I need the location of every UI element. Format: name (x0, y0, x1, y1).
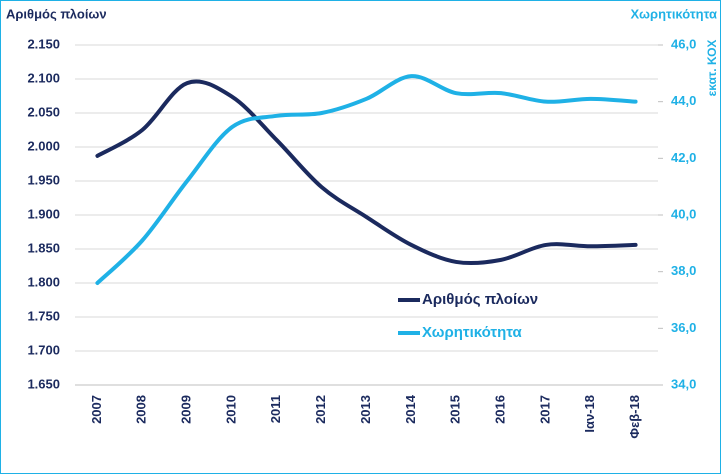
y2-unit: εκατ. ΚΟΧ (705, 40, 719, 97)
y-tick-label: 2.100 (27, 70, 60, 85)
y2-tick-label: 36,0 (671, 320, 696, 335)
legend-label: Χωρητικότητα (422, 324, 523, 341)
y2-tick-label: 42,0 (671, 150, 696, 165)
y2-tick-label: 34,0 (671, 376, 696, 391)
y-tick-label: 1.950 (27, 172, 60, 187)
x-tick-label: 2009 (179, 395, 194, 424)
y-tick-label: 1.750 (27, 308, 60, 323)
x-tick-label: 2013 (358, 395, 373, 424)
x-tick-label: 2014 (403, 394, 418, 424)
y2-tick-label: 38,0 (671, 263, 696, 278)
y-tick-label: 2.000 (27, 138, 60, 153)
y-tick-label: 1.800 (27, 274, 60, 289)
x-tick-label: 2017 (537, 395, 552, 424)
x-tick-label: 2015 (448, 395, 463, 424)
y-axis-title: Αριθμός πλοίων (6, 6, 107, 21)
series-line (95, 74, 638, 285)
x-tick-label: Φεβ-18 (627, 395, 642, 439)
series-line (95, 79, 638, 266)
y-tick-label: 1.700 (27, 342, 60, 357)
y-tick-label: 1.650 (27, 376, 60, 391)
legend-label: Αριθμός πλοίων (422, 291, 538, 308)
x-tick-label: 2007 (89, 395, 104, 424)
x-tick-label: 2008 (134, 395, 149, 424)
y2-tick-label: 40,0 (671, 206, 696, 221)
x-tick-label: 2016 (492, 395, 507, 424)
y-tick-label: 1.900 (27, 206, 60, 221)
y2-tick-label: 46,0 (671, 36, 696, 51)
y-tick-label: 2.050 (27, 104, 60, 119)
y-tick-label: 1.850 (27, 240, 60, 255)
x-tick-label: 2010 (223, 395, 238, 424)
x-tick-label: 2011 (268, 395, 283, 423)
x-tick-label: Ιαν-18 (582, 395, 597, 433)
y-tick-label: 2.150 (27, 36, 60, 51)
y2-axis-title: Χωρητικότητα (631, 6, 717, 21)
y2-tick-label: 44,0 (671, 93, 696, 108)
x-tick-label: 2012 (313, 395, 328, 424)
